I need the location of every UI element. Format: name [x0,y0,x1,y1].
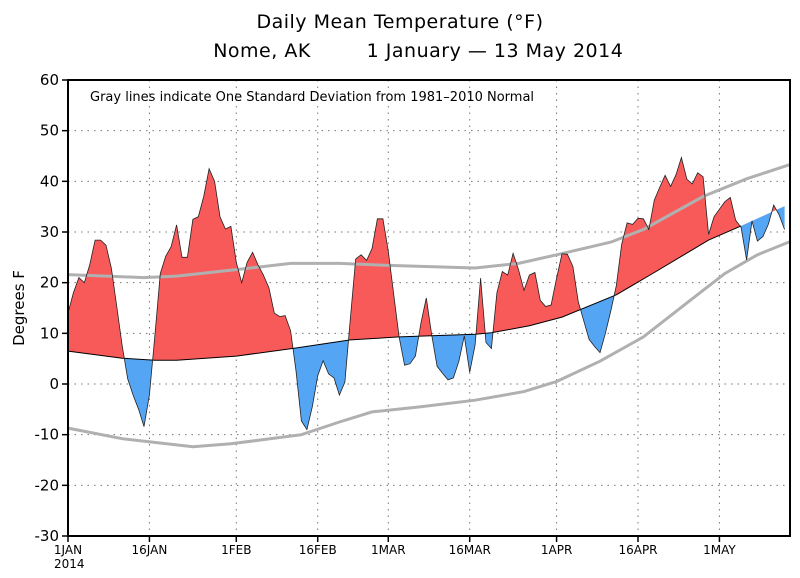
sd-annotation: Gray lines indicate One Standard Deviati… [90,90,534,105]
x-tick-label: 1JAN [54,543,82,557]
chart-subtitle-location: Nome, AK [213,40,311,62]
y-tick-label: 10 [40,324,59,342]
chart-subtitle-dates: 1 January — 13 May 2014 [367,40,624,62]
y-axis-label: Degrees F [10,270,28,346]
y-tick-label: 30 [40,223,59,241]
x-tick-label: 16MAR [449,543,491,557]
x-tick-label: 16FEB [299,543,337,557]
y-tick-label: -20 [35,476,60,494]
y-tick-label: 60 [40,71,59,89]
plot-frame [67,79,791,537]
y-tick-label: -10 [35,426,60,444]
y-tick-label: 20 [40,274,59,292]
y-tick-label: 50 [40,122,59,140]
above-normal-fill [68,157,785,361]
upper-sd-line [67,163,791,280]
chart-title: Daily Mean Temperature (°F) [256,11,543,33]
y-axis: -30 -20 -10 0 10 20 30 40 50 60 [35,71,68,545]
x-tick-label: 16JAN [132,543,168,557]
x-tick-label: 1MAR [371,543,406,557]
y-tick-label: 40 [40,172,59,190]
series-lines [67,156,791,449]
y-tick-label: 0 [49,375,59,393]
observed-temperature-line [67,156,785,431]
x-tick-label: 16APR [618,543,657,557]
x-tick-label: 1FEB [221,543,251,557]
x-tick-sublabel: 2014 [54,557,85,571]
anomaly-fills [68,157,785,430]
lower-sd-line [67,240,791,449]
normal-line [67,225,742,361]
y-tick-label: -30 [35,527,60,545]
x-tick-label: 1APR [541,543,572,557]
x-tick-label: 1MAY [703,543,736,557]
